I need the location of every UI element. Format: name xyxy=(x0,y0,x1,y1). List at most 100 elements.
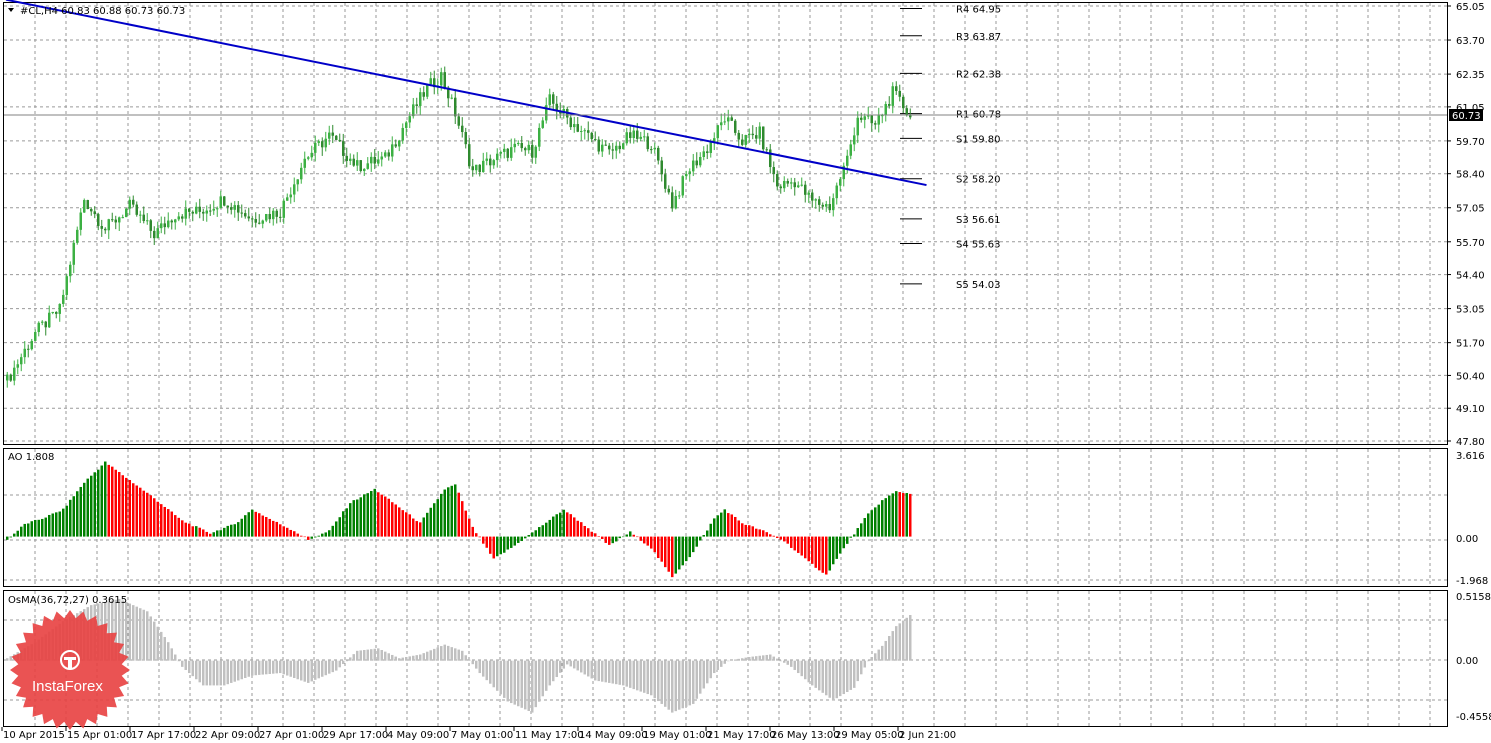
time-tick: 11 May 17:00 xyxy=(515,730,584,741)
osma-bar xyxy=(709,660,712,679)
candle-body xyxy=(13,367,16,381)
ao-bar xyxy=(373,488,376,537)
candle-body xyxy=(62,294,65,304)
ao-bar xyxy=(611,536,614,544)
candle-body xyxy=(394,144,397,147)
time-tick: 21 May 17:00 xyxy=(707,730,776,741)
candle-body xyxy=(86,200,89,210)
ao-bar xyxy=(660,536,663,562)
ao-bar xyxy=(534,530,537,537)
candle-body xyxy=(723,121,726,123)
ao-bar xyxy=(286,527,289,537)
ao-bar xyxy=(58,511,61,537)
osma-bar xyxy=(184,660,187,670)
ao-bar xyxy=(314,536,317,538)
ao-bar xyxy=(653,536,656,553)
ao-bar xyxy=(846,536,849,544)
candle-body xyxy=(685,173,688,177)
candle-body xyxy=(660,160,663,175)
candle-body xyxy=(261,220,264,224)
candle-body xyxy=(489,158,492,166)
osma-bar xyxy=(482,660,485,677)
candle-body xyxy=(860,117,863,120)
candle-body xyxy=(583,130,586,132)
candle-body xyxy=(174,219,177,223)
candle-body xyxy=(898,90,901,97)
candle-body xyxy=(331,132,334,136)
ao-bar xyxy=(30,521,33,537)
candle-body xyxy=(104,228,107,231)
osma-bar xyxy=(125,602,128,661)
osma-bar xyxy=(867,660,870,662)
candle-body xyxy=(839,179,842,186)
candle-body xyxy=(184,208,187,219)
osma-bar xyxy=(349,657,352,661)
osma-bar xyxy=(727,660,730,662)
osma-bar xyxy=(275,660,278,674)
osma-bar xyxy=(258,660,261,675)
candle-body xyxy=(741,139,744,145)
chart-menu-icon[interactable] xyxy=(8,8,14,12)
osma-bar xyxy=(909,615,912,661)
candle-body xyxy=(282,200,285,218)
osma-bar xyxy=(167,642,170,661)
candle-body xyxy=(170,220,173,223)
time-tick: 29 Apr 17:00 xyxy=(323,730,388,741)
time-tick: 10 Apr 2015 xyxy=(3,730,65,741)
candle-body xyxy=(807,192,810,195)
candle-body xyxy=(107,219,110,231)
ao-bar xyxy=(394,504,397,537)
osma-bar xyxy=(230,660,233,683)
osma-bar xyxy=(597,660,600,682)
osma-bar xyxy=(758,655,761,661)
candle-body xyxy=(401,127,404,141)
osma-bar xyxy=(492,660,495,688)
candle-body xyxy=(72,242,75,265)
time-tick: 2 Jun 21:00 xyxy=(899,730,956,741)
osma-bar xyxy=(408,656,411,661)
ao-bar xyxy=(524,536,527,539)
osma-bar xyxy=(898,623,901,661)
candle-body xyxy=(279,216,282,218)
ao-bar xyxy=(233,524,236,537)
candle-body xyxy=(132,199,135,205)
candle-body xyxy=(93,211,96,215)
ao-bar xyxy=(583,525,586,537)
osma-bar xyxy=(881,645,884,661)
candle-body xyxy=(443,72,446,88)
candle-body xyxy=(877,115,880,125)
ao-bar xyxy=(254,511,257,537)
candle-body xyxy=(618,145,621,150)
time-tick: 19 May 01:00 xyxy=(643,730,712,741)
osma-bar xyxy=(660,660,663,704)
ao-bar xyxy=(510,536,513,548)
ao-bar xyxy=(209,533,212,537)
osma-bar xyxy=(286,660,289,676)
candle-body xyxy=(296,179,299,185)
ao-bar xyxy=(545,522,548,537)
osma-bar xyxy=(566,660,569,665)
candle-body xyxy=(825,204,828,207)
candle-body xyxy=(51,311,54,313)
candle-body xyxy=(345,155,348,161)
candle-body xyxy=(41,321,44,323)
ao-bar xyxy=(828,536,831,571)
osma-bar xyxy=(387,653,390,661)
candle-body xyxy=(541,120,544,128)
candle-body xyxy=(212,208,215,211)
candle-body xyxy=(709,142,712,154)
ao-bar xyxy=(506,536,509,550)
ao-histogram xyxy=(6,461,912,578)
osma-bar xyxy=(457,649,460,661)
osma-bar xyxy=(296,660,299,680)
ao-bar xyxy=(482,536,485,544)
candle-body xyxy=(412,104,415,117)
osma-bar xyxy=(328,660,331,674)
osma-bar xyxy=(779,660,782,662)
osma-bar xyxy=(202,660,205,686)
candle-body xyxy=(555,103,558,112)
osma-bar xyxy=(765,654,768,661)
osma-bar xyxy=(821,660,824,693)
candle-body xyxy=(321,141,324,148)
candle-body xyxy=(37,322,40,333)
